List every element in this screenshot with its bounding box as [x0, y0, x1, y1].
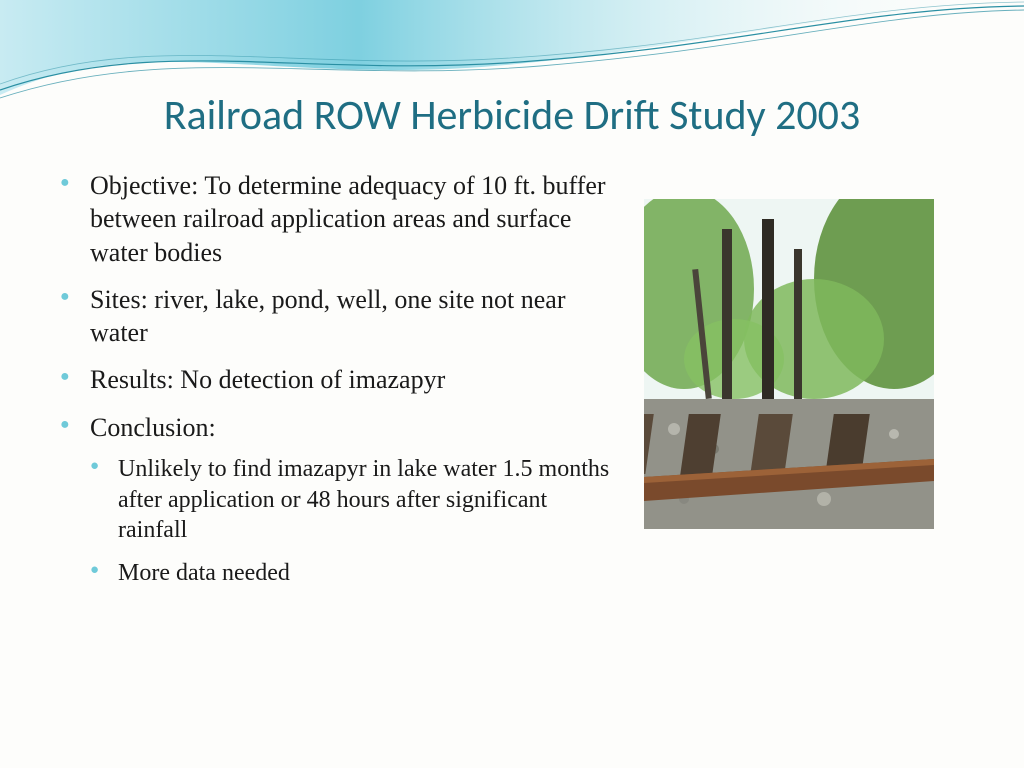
bullet-item: Sites: river, lake, pond, well, one site…	[60, 283, 620, 350]
bullet-item: Results: No detection of imazapyr	[60, 363, 620, 396]
bullet-text: Sites: river, lake, pond, well, one site…	[90, 285, 566, 347]
bullet-item: Objective: To determine adequacy of 10 f…	[60, 169, 620, 269]
bullet-text: Objective: To determine adequacy of 10 f…	[90, 171, 606, 267]
sub-bullet-text: Unlikely to find imazapyr in lake water …	[118, 456, 609, 543]
slide: Railroad ROW Herbicide Drift Study 2003 …	[0, 0, 1024, 768]
image-column	[644, 169, 934, 603]
sub-bullet-text: More data needed	[118, 560, 290, 586]
railroad-photo-placeholder	[644, 199, 934, 529]
sub-bullet-list: Unlikely to find imazapyr in lake water …	[90, 454, 620, 589]
bullet-item: Conclusion: Unlikely to find imazapyr in…	[60, 411, 620, 589]
bullet-text: Conclusion:	[90, 413, 216, 442]
bullet-list: Objective: To determine adequacy of 10 f…	[60, 169, 620, 589]
sub-bullet-item: Unlikely to find imazapyr in lake water …	[90, 454, 620, 546]
sub-bullet-item: More data needed	[90, 558, 620, 589]
text-column: Objective: To determine adequacy of 10 f…	[60, 169, 620, 603]
bullet-text: Results: No detection of imazapyr	[90, 365, 445, 394]
content-area: Objective: To determine adequacy of 10 f…	[0, 169, 1024, 603]
slide-title: Railroad ROW Herbicide Drift Study 2003	[0, 90, 1024, 141]
railroad-photo	[644, 199, 934, 529]
